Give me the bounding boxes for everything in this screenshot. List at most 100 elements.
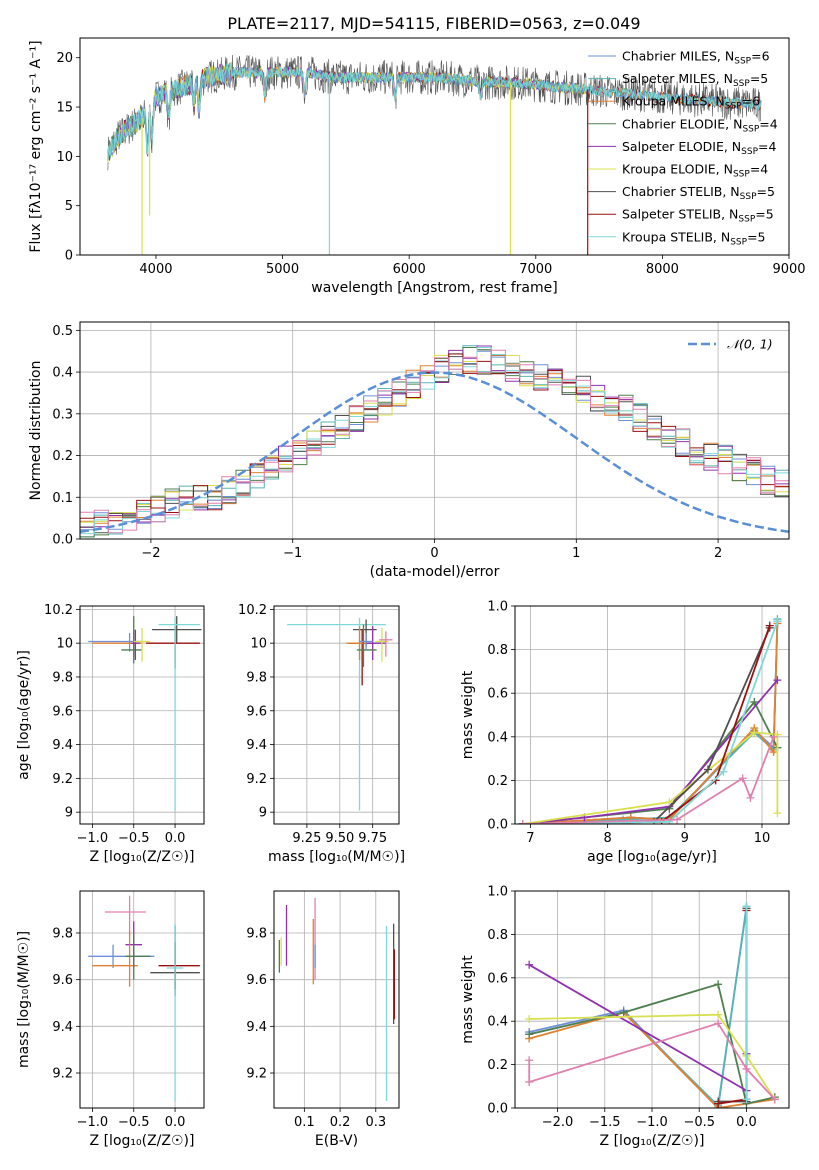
- massweight-marker: [619, 1008, 628, 1017]
- axes-frame: [79, 37, 790, 256]
- massweight-marker: [714, 1019, 723, 1028]
- massweight-line: [522, 620, 779, 824]
- x-tick-label: 9.75: [358, 831, 387, 846]
- massweight-marker: [518, 820, 527, 824]
- x-tick-label: 0.3: [365, 1115, 386, 1130]
- y-tick-label: 20: [56, 51, 73, 66]
- y-tick-label: 9.2: [246, 1067, 267, 1082]
- massweight-line: [522, 627, 771, 824]
- massweight-marker: [742, 1095, 751, 1104]
- massweight-marker: [750, 697, 759, 706]
- y-tick-label: 15: [56, 101, 73, 116]
- x-tick-label: 0.0: [736, 1115, 757, 1130]
- axes-frame: [273, 605, 400, 825]
- massweight-marker: [525, 960, 534, 969]
- axes-frame: [79, 321, 790, 540]
- x-tick-label: −2.0: [542, 1115, 574, 1130]
- massweight-line: [522, 621, 779, 824]
- plot-area: [278, 898, 396, 1101]
- massweight-marker: [746, 793, 755, 802]
- y-tick-label: 0.6: [487, 971, 508, 986]
- y-axis-label: mass [log₁₀(M/M☉)]: [16, 931, 32, 1068]
- y-tick-label: 10: [250, 637, 267, 652]
- x-axis-label: (data-model)/error: [370, 564, 500, 580]
- y-tick-label: 9: [65, 806, 73, 821]
- plot-area: [88, 616, 202, 811]
- gaussian-curve: [80, 371, 789, 533]
- legend-nssp: =6: [742, 94, 760, 109]
- massweight-line: [529, 1013, 776, 1100]
- y-tick-label: 10: [56, 150, 73, 165]
- y-axis-label: Normed distribution: [28, 361, 44, 501]
- x-axis-label: Z [log₁₀(Z/Z☉)]: [90, 1133, 195, 1149]
- x-tick-label: 1: [572, 546, 580, 561]
- y-tick-label: 0.6: [487, 687, 508, 702]
- legend-label: 𝒩(0, 1): [727, 337, 773, 352]
- y-axis-label: age [log₁₀(age/yr)]: [16, 650, 32, 780]
- axes-frame: [79, 605, 205, 825]
- y-tick-label: 9: [259, 806, 267, 821]
- y-axis-label: mass weight: [460, 955, 476, 1044]
- panel-age_vs_mass: 9.25 9.50 9.75 9 9.2 9.4 9.6 9.8 10 10.2 mass [log…: [238, 603, 405, 865]
- legend-subscript: SSP: [733, 79, 750, 89]
- x-tick-label: 9.50: [325, 831, 354, 846]
- legend-subscript: SSP: [738, 215, 755, 225]
- y-tick-label: 9.8: [246, 670, 267, 685]
- massweight-marker: [773, 809, 782, 818]
- massweight-line: [528, 908, 748, 1108]
- y-axis-label: mass weight: [460, 670, 476, 759]
- massweight-marker: [525, 1056, 534, 1065]
- histogram-step: [80, 345, 789, 538]
- massweight-marker: [714, 980, 723, 989]
- legend-label: Salpeter MILES, NSSP=5: [622, 71, 768, 89]
- y-tick-label: 9.8: [52, 670, 73, 685]
- massweight-marker: [742, 1064, 751, 1073]
- massweight-marker: [773, 617, 782, 626]
- massweight-line: [522, 623, 779, 824]
- spectrum-line: [107, 54, 762, 171]
- x-tick-label: 8: [603, 831, 611, 846]
- x-tick-label: −2: [141, 546, 160, 561]
- y-axis-label: Flux [fλ10⁻¹⁷ erg cm⁻² s⁻¹ A⁻¹]: [28, 40, 44, 252]
- x-tick-label: −1: [283, 546, 302, 561]
- histogram-step: [80, 353, 789, 522]
- x-tick-label: 9000: [772, 262, 805, 277]
- x-tick-label: 5000: [266, 262, 299, 277]
- x-tick-label: 9: [681, 831, 689, 846]
- x-tick-label: −1.0: [77, 831, 109, 846]
- plot-area: [107, 54, 762, 255]
- legend-nssp: =6: [751, 49, 769, 64]
- x-tick-label: 9.25: [292, 831, 321, 846]
- y-tick-label: 0.0: [487, 1102, 508, 1117]
- y-tick-label: 0.3: [52, 407, 73, 422]
- x-tick-label: 0: [430, 546, 438, 561]
- legend-nssp: =4: [758, 139, 776, 154]
- legend-subscript: SSP: [733, 170, 750, 180]
- massweight-marker: [703, 765, 712, 774]
- axes-frame: [273, 890, 400, 1109]
- y-tick-label: 0.5: [52, 324, 73, 339]
- legend-nssp: =5: [747, 229, 765, 244]
- x-tick-label: −0.5: [118, 1115, 150, 1130]
- x-axis-label: mass [log₁₀(M/M☉)]: [268, 849, 405, 865]
- plot-area: [287, 617, 393, 811]
- x-tick-label: 0.0: [165, 831, 186, 846]
- x-tick-label: −1.0: [77, 1115, 109, 1130]
- y-tick-label: 0.0: [52, 533, 73, 548]
- y-tick-label: 0.2: [487, 1058, 508, 1073]
- y-tick-label: 0.1: [52, 491, 73, 506]
- plot-area: [88, 895, 200, 1101]
- massweight-marker: [765, 621, 774, 630]
- y-tick-label: 1.0: [487, 600, 508, 615]
- y-tick-label: 0.4: [487, 1015, 508, 1030]
- legend-nssp: =5: [755, 207, 773, 222]
- x-tick-label: 7: [526, 831, 534, 846]
- legend-label: Chabrier ELODIE, NSSP=4: [622, 116, 778, 134]
- y-tick-label: 0.4: [52, 366, 73, 381]
- histogram-step: [80, 349, 789, 534]
- massweight-marker: [714, 1010, 723, 1019]
- panel-mass_vs_ebv: 0.1 0.2 0.3 9.2 9.4 9.6 9.8 E(B-V): [246, 890, 400, 1149]
- legend-subscript: SSP: [740, 192, 757, 202]
- x-tick-label: 8000: [646, 262, 679, 277]
- x-axis-label: Z [log₁₀(Z/Z☉)]: [600, 1133, 705, 1149]
